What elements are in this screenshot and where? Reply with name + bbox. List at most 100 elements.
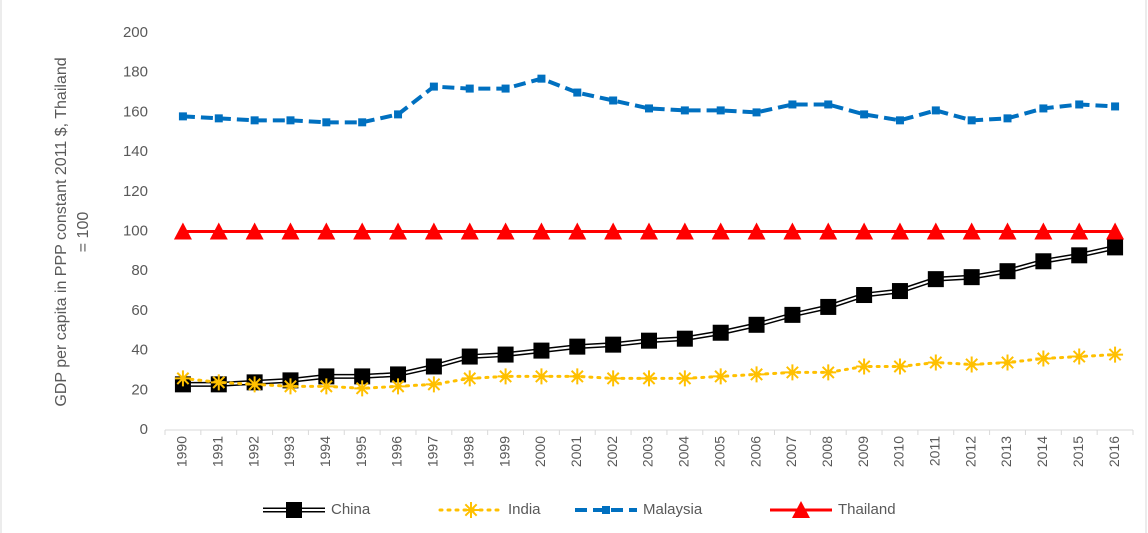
- y-tick-label: 200: [123, 24, 148, 41]
- marker: [497, 368, 514, 385]
- marker: [463, 502, 479, 518]
- x-tick-label: 2009: [855, 436, 871, 467]
- marker: [712, 368, 729, 385]
- marker: [532, 222, 551, 240]
- marker: [429, 82, 438, 91]
- marker: [675, 222, 694, 240]
- marker: [1107, 346, 1124, 363]
- marker: [856, 287, 873, 304]
- marker: [533, 342, 550, 359]
- marker: [712, 324, 729, 341]
- x-tick-label: 2001: [568, 436, 584, 467]
- marker: [641, 370, 657, 387]
- marker: [927, 271, 944, 288]
- y-tick-label: 100: [123, 222, 148, 239]
- marker: [250, 116, 259, 125]
- marker: [784, 306, 801, 323]
- line: [182, 76, 1116, 125]
- legend-item: Thailand: [770, 501, 896, 518]
- marker: [783, 222, 802, 240]
- marker: [605, 336, 622, 353]
- marker: [784, 364, 801, 381]
- x-tick-label: 1993: [281, 436, 297, 467]
- x-tick-label: 1996: [389, 436, 405, 467]
- marker: [281, 222, 300, 240]
- marker: [353, 222, 372, 240]
- marker: [246, 376, 263, 393]
- legend-item: Malaysia: [575, 501, 703, 518]
- series: [178, 74, 1120, 127]
- x-tick-label: 2006: [747, 436, 763, 467]
- y-tick-label: 140: [123, 143, 148, 160]
- x-tick-label: 2000: [532, 436, 548, 467]
- marker: [609, 96, 618, 105]
- x-tick-label: 2013: [998, 436, 1014, 467]
- x-tick-label: 1994: [317, 436, 333, 467]
- marker: [209, 222, 228, 240]
- marker: [573, 88, 582, 97]
- marker: [962, 222, 981, 240]
- marker: [286, 116, 295, 125]
- marker: [317, 222, 336, 240]
- marker: [358, 118, 367, 127]
- marker: [641, 332, 657, 349]
- y-tick-label: 120: [123, 183, 148, 200]
- marker: [1111, 102, 1120, 111]
- x-tick-label: 1990: [174, 436, 190, 467]
- y-tick-label: 0: [140, 421, 148, 438]
- marker: [1039, 104, 1048, 113]
- x-tick-label: 1995: [353, 436, 369, 467]
- x-tick-label: 2015: [1070, 436, 1086, 467]
- marker: [322, 118, 331, 127]
- marker: [1071, 348, 1088, 365]
- marker: [173, 222, 192, 240]
- x-tick-label: 2003: [640, 436, 656, 467]
- series: [173, 222, 1125, 240]
- y-tick-label: 80: [131, 262, 148, 279]
- marker: [963, 269, 980, 286]
- marker: [711, 222, 730, 240]
- marker: [1106, 222, 1125, 240]
- marker: [178, 112, 187, 121]
- y-tick-label: 20: [131, 381, 148, 398]
- marker: [926, 222, 945, 240]
- marker: [354, 368, 371, 385]
- x-tick-label: 2014: [1034, 436, 1050, 467]
- marker: [860, 110, 869, 119]
- marker: [752, 108, 761, 117]
- x-tick-label: 2004: [676, 436, 692, 467]
- marker: [390, 366, 407, 383]
- marker: [1035, 253, 1052, 270]
- series: [174, 346, 1124, 397]
- marker: [286, 502, 302, 518]
- y-axis-label: = 100: [75, 212, 92, 253]
- x-tick-label: 1997: [425, 436, 441, 467]
- marker: [533, 368, 550, 385]
- marker: [501, 84, 510, 93]
- marker: [645, 104, 653, 113]
- marker: [999, 263, 1016, 280]
- marker: [1071, 247, 1088, 264]
- marker: [824, 100, 833, 109]
- y-tick-label: 40: [131, 342, 148, 359]
- x-tick-label: 2007: [783, 436, 799, 467]
- y-tick-label: 160: [123, 103, 148, 120]
- y-tick-label: 60: [131, 302, 148, 319]
- marker: [465, 84, 474, 93]
- marker: [931, 106, 940, 115]
- y-tick-label: 180: [123, 64, 148, 81]
- legend-item: China: [263, 501, 371, 518]
- marker: [424, 222, 443, 240]
- marker: [967, 116, 976, 125]
- marker: [640, 222, 658, 240]
- marker: [748, 316, 765, 333]
- marker: [820, 364, 837, 381]
- marker: [605, 370, 622, 387]
- marker: [820, 298, 837, 315]
- marker: [174, 370, 191, 387]
- x-tick-label: 1998: [460, 436, 476, 467]
- marker: [282, 378, 299, 395]
- marker: [354, 380, 371, 397]
- marker: [1075, 100, 1084, 109]
- marker: [318, 368, 335, 385]
